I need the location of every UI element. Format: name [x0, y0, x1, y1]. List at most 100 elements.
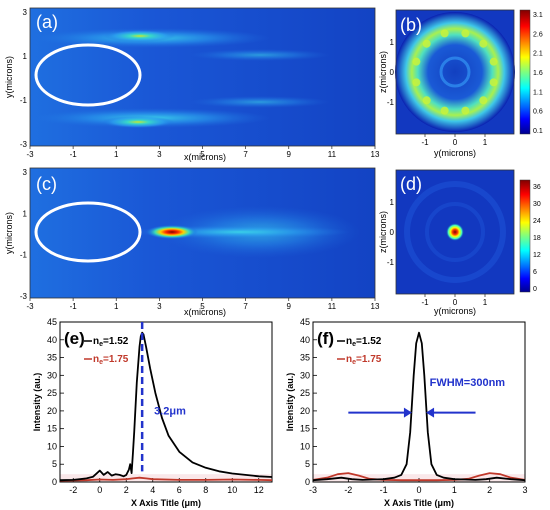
x-tick-label: 2 — [487, 485, 492, 495]
panel-c-x-tick-label: 11 — [328, 302, 337, 311]
panel-b-colorbar-label: 0.1 — [533, 128, 543, 135]
panel-a-x-tick-label: 7 — [243, 150, 248, 159]
panel-d-y-ticks: 1 0 -1 — [387, 198, 395, 267]
panel-b-ring-spot — [489, 78, 498, 87]
y-tick-label: 25 — [300, 388, 310, 398]
panel-e-chart: -2 0 2 4 6 8 10 12 0 5 10 15 20 25 30 35 40 45 X Axis Titl… — [32, 317, 273, 508]
panel-c-x-tick-label: 1 — [114, 302, 119, 311]
panel-d-colorbar-label: 0 — [533, 286, 537, 293]
x-tick-label: 0 — [97, 485, 102, 495]
x-tick-label: -2 — [344, 485, 352, 495]
y-tick-label: 45 — [300, 317, 310, 327]
x-tick-label: -3 — [309, 485, 317, 495]
panel-b-colorbar-label: 2.6 — [533, 31, 543, 38]
panel-b-ring-spot — [479, 96, 488, 105]
panel-c: (c) -3 -1 1 3 5 7 9 11 13 31-1-3 x(microns) y(mi… — [4, 167, 380, 317]
panel-d-y-tick-label: -1 — [387, 258, 395, 267]
plot-frame — [312, 321, 526, 483]
panel-d-y-tick-label: 0 — [390, 228, 395, 237]
panel-a-upper-lobe — [104, 30, 176, 42]
panel-b-ring-spot — [422, 96, 431, 105]
panel-a-lower-lobe — [102, 116, 174, 128]
panel-a-x-tick-label: 1 — [114, 150, 119, 159]
panel-b-ring-spot — [440, 106, 449, 115]
x-tick-label: 8 — [203, 485, 208, 495]
panel-b-y-tick-label: 0 — [390, 68, 395, 77]
panel-b-inner-ring — [439, 56, 471, 88]
panel-d-x-tick-label: 0 — [453, 298, 458, 307]
panel-a-x-tick-label: 13 — [371, 150, 380, 159]
panel-c-label: (c) — [36, 174, 57, 194]
panel-d-x-tick-label: 1 — [483, 298, 488, 307]
panel-a-y-tick-label: 1 — [23, 52, 28, 61]
panel-b-colorbar-label: 1.1 — [533, 89, 543, 96]
panel-c-lens-outline — [34, 201, 142, 263]
x-axis-title: X Axis Title (μm) — [384, 498, 454, 508]
fwhm-arrowhead-left — [403, 407, 412, 418]
panel-b-ring-spot — [489, 57, 498, 66]
series-line-ne=1.75 — [59, 476, 273, 482]
panel-b-ring-spot — [440, 29, 449, 38]
peak-annotation: 3.2μm — [154, 405, 186, 417]
panel-b-y-axis-label: z(microns) — [378, 51, 388, 93]
panel-a-x-tick-label: 3 — [157, 150, 162, 159]
x-tick-label: 12 — [254, 485, 264, 495]
panel-d-x-axis-label: y(microns) — [434, 306, 476, 316]
panel-a-x-tick-label: -3 — [26, 150, 34, 159]
panel-c-x-tick-label: 5 — [200, 302, 205, 311]
panel-b-colorbar — [519, 9, 531, 135]
x-tick-label: 1 — [452, 485, 457, 495]
y-axis-title: Intensity (au.) — [32, 373, 42, 432]
panel-d-focal-spot — [446, 223, 464, 241]
panel-b-x-ticks: -1 0 1 — [421, 134, 488, 147]
panel-b-ring-spot — [412, 78, 421, 87]
panel-c-focus-spot — [146, 225, 198, 239]
panel-a-x-tick-label: 9 — [287, 150, 292, 159]
panel-label: (f) — [317, 329, 334, 348]
panel-a-x-axis-label: x(microns) — [184, 152, 226, 162]
y-tick-label: 25 — [47, 388, 57, 398]
y-tick-label: 5 — [52, 459, 57, 469]
panel-b-ring-spots — [412, 29, 498, 115]
panel-a-fringe-lower — [190, 96, 330, 108]
y-axis-title: Intensity (au.) — [285, 373, 295, 432]
y-tick-label: 10 — [300, 441, 310, 451]
y-tick-label: 30 — [300, 370, 310, 380]
panel-c-y-tick-label: 1 — [23, 209, 28, 218]
panel-b-colorbar-label: 0.6 — [533, 109, 543, 116]
legend-entry: ne=1.52 — [346, 336, 382, 348]
panel-d: (d) 36 30 24 18 12 6 0 -1 0 1 1 0 -1 y(microns) z(… — [378, 169, 541, 316]
y-tick-label: 10 — [47, 441, 57, 451]
fwhm-annotation: FWHM=300nm — [430, 377, 506, 389]
panel-d-colorbar-label: 6 — [533, 269, 537, 276]
panel-a-y-tick-label: -1 — [20, 96, 28, 105]
panel-c-x-tick-label: 13 — [371, 302, 380, 311]
panel-c-x-tick-label: 9 — [287, 302, 292, 311]
y-tick-label: 15 — [300, 424, 310, 434]
y-tick-label: 0 — [305, 477, 310, 487]
panel-a-y-ticks: 3 1 -1 -3 — [20, 8, 28, 149]
y-tick-label: 20 — [300, 406, 310, 416]
panel-c-x-tick-label: -3 — [26, 302, 34, 311]
panel-b-x-tick-label: -1 — [421, 138, 429, 147]
y-tick-label: 0 — [52, 477, 57, 487]
panel-b-colorbar-ticks: 3.1 2.6 2.1 1.6 1.1 0.6 0.1 — [533, 12, 543, 135]
panel-c-y-tick-label: 3 — [23, 168, 28, 177]
x-tick-label: 4 — [150, 485, 155, 495]
panel-b: (b) 3.1 2.6 2.1 1.6 1.1 0.6 0.1 -1 0 1 1 0 -1 y(mi… — [378, 9, 543, 158]
panel-d-y-axis-label: z(microns) — [378, 211, 388, 253]
panel-c-y-tick-label: -3 — [20, 292, 28, 301]
panel-a-x-tick-label: 11 — [328, 150, 337, 159]
panel-a-fringe-upper — [190, 49, 330, 61]
series-line-ne=1.75 — [312, 472, 526, 482]
panel-d-x-tick-label: -1 — [421, 298, 429, 307]
y-tick-label: 30 — [47, 370, 57, 380]
panel-b-colorbar-label: 2.1 — [533, 51, 543, 58]
panel-b-ring-spot — [422, 39, 431, 48]
panel-c-x-tick-label: 3 — [157, 302, 162, 311]
panel-label: (e) — [64, 329, 85, 348]
y-tick-label: 20 — [47, 406, 57, 416]
